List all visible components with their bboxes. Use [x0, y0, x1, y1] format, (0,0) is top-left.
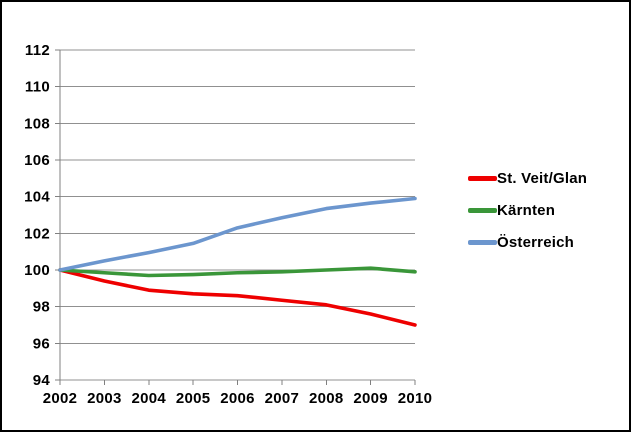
y-tick-label-110: 110: [25, 79, 50, 96]
y-tick-label-102: 102: [24, 225, 50, 242]
legend-label-st-veit-glan: St. Veit/Glan: [497, 169, 588, 187]
x-tick-label-2003: 2003: [87, 390, 122, 407]
legend-swatch-red-line-icon: [468, 175, 497, 181]
series-line-st-veit-glan: [58, 268, 417, 327]
x-tick-label-2007: 2007: [265, 390, 300, 407]
x-tick-label-2009: 2009: [353, 390, 388, 407]
y-tick-label-94: 94: [33, 372, 51, 389]
y-tick-label-104: 104: [24, 189, 50, 206]
series-line-k-rnten: [58, 266, 417, 278]
x-tick-label-2010: 2010: [398, 390, 433, 407]
legend-label-kaernten: Kärnten: [497, 201, 556, 219]
legend-item-kaernten: Kärnten: [468, 200, 587, 220]
x-tick-label-2008: 2008: [309, 390, 344, 407]
y-tick-label-112: 112: [25, 42, 50, 59]
y-tick-label-96: 96: [33, 335, 50, 352]
legend-item-st-veit-glan: St. Veit/Glan: [468, 168, 587, 188]
y-tick-label-108: 108: [24, 115, 50, 132]
legend-label-oesterreich: Österreich: [497, 233, 575, 251]
x-tick-label-2002: 2002: [43, 390, 78, 407]
y-tick-label-98: 98: [33, 299, 50, 316]
legend-swatch-blue-line-icon: [468, 239, 497, 245]
series-line--sterreich: [58, 196, 417, 272]
legend-swatch-green-line-icon: [468, 207, 497, 213]
x-tick-label-2005: 2005: [176, 390, 211, 407]
y-tick-label-100: 100: [24, 262, 50, 279]
x-tick-label-2006: 2006: [220, 390, 255, 407]
y-tick-label-106: 106: [24, 152, 50, 169]
x-tick-label-2004: 2004: [131, 390, 166, 407]
legend-item-oesterreich: Österreich: [468, 232, 587, 252]
chart-legend: St. Veit/Glan Kärnten Österreich: [468, 168, 587, 252]
